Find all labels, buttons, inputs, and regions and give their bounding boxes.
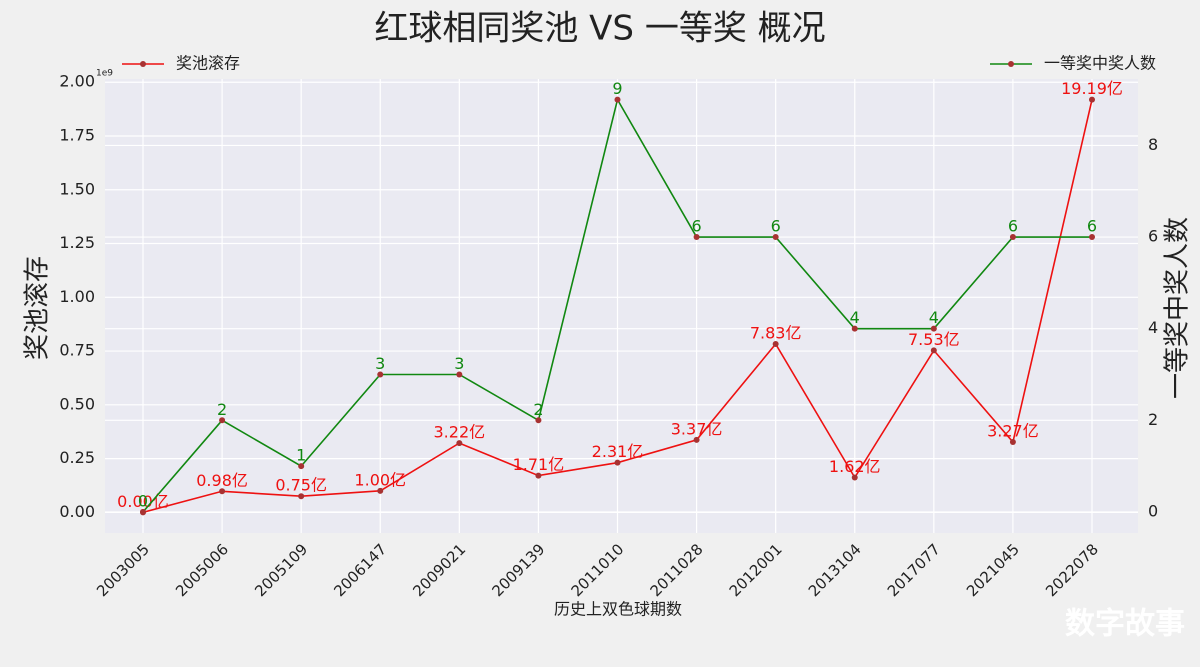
y2-tick-label: 0: [1148, 501, 1158, 520]
x-tick-label: 2013104: [805, 540, 865, 600]
y-tick-label: 0.00: [59, 502, 95, 521]
y2-axis-label: 一等奖中奖人数: [1163, 217, 1193, 399]
data-point: [851, 474, 858, 481]
y-tick-label: 0.50: [59, 394, 95, 413]
y-tick-label: 0.25: [59, 448, 95, 467]
data-point: [1089, 96, 1095, 103]
data-point: [219, 488, 226, 495]
data-label: 1.71亿: [513, 455, 565, 474]
data-point: [377, 487, 384, 494]
y-axis-label: 奖池滚存: [23, 256, 53, 360]
data-label: 6: [1087, 217, 1097, 236]
axis-offset: 1e9: [96, 69, 113, 79]
data-label: 4: [929, 308, 939, 327]
data-point: [298, 493, 305, 500]
data-label: 2: [217, 400, 227, 419]
y-tick-label: 1.50: [59, 179, 95, 198]
chart-title: 红球相同奖池 VS 一等奖 概况: [374, 9, 825, 49]
y-tick-label: 0.75: [59, 341, 95, 360]
data-label: 7.83亿: [750, 323, 802, 342]
data-label: 3: [454, 354, 464, 373]
data-point: [772, 340, 779, 347]
data-point: [693, 436, 700, 443]
x-tick-label: 2003005: [93, 540, 153, 600]
data-point: [693, 234, 700, 241]
data-point: [140, 508, 146, 515]
x-tick-label: 2021045: [963, 540, 1023, 600]
x-tick-label: 2012001: [726, 540, 786, 600]
y-tick-label: 1.00: [59, 287, 95, 306]
data-point: [930, 347, 937, 354]
data-point: [1009, 234, 1016, 241]
data-point: [1089, 234, 1095, 241]
data-point: [535, 417, 542, 424]
watermark: 数字故事: [1065, 607, 1185, 642]
data-label: 6: [771, 217, 781, 236]
data-label: 4: [850, 308, 860, 327]
data-point: [614, 459, 621, 466]
y-tick-label: 1.75: [59, 125, 95, 144]
x-tick-label: 2005006: [172, 540, 232, 600]
legend-label: 奖池滚存: [176, 54, 240, 73]
data-label: 6: [1008, 217, 1018, 236]
data-label: 2: [533, 400, 543, 419]
data-label: 3.27亿: [987, 422, 1039, 441]
x-tick-label: 2006147: [330, 540, 390, 600]
data-point: [456, 371, 463, 378]
data-label: 3.37亿: [671, 419, 723, 438]
data-point: [377, 371, 384, 378]
data-label: 6: [691, 217, 701, 236]
data-label: 1.62亿: [829, 457, 881, 476]
x-tick-label: 2022078: [1042, 540, 1102, 600]
data-label: 3.22亿: [434, 423, 486, 442]
y-tick-label: 2.00: [59, 72, 95, 91]
x-tick-label: 2005109: [251, 540, 311, 600]
data-label: 0.75亿: [275, 476, 327, 495]
data-point: [456, 440, 463, 447]
y2-tick-label: 2: [1148, 410, 1158, 429]
x-axis-label: 历史上双色球期数: [554, 600, 682, 619]
data-label: 19.19亿: [1061, 79, 1123, 98]
data-point: [930, 325, 937, 332]
y2-tick-label: 4: [1148, 318, 1158, 337]
legend-marker: [140, 61, 146, 67]
data-point: [298, 463, 305, 470]
data-label: 7.53亿: [908, 330, 960, 349]
data-label: 9: [612, 79, 622, 98]
data-point: [772, 234, 779, 241]
x-tick-label: 2011010: [568, 540, 628, 600]
plot-area: [105, 79, 1138, 533]
y-tick-label: 1.25: [59, 233, 95, 252]
data-point: [219, 417, 226, 424]
data-point: [535, 472, 542, 479]
x-tick-label: 2009139: [488, 540, 548, 600]
x-tick-label: 2017077: [884, 540, 944, 600]
data-point: [851, 325, 858, 332]
data-label: 1: [296, 446, 306, 465]
data-label: 3: [375, 354, 385, 373]
data-label: 1.00亿: [354, 470, 406, 489]
data-label: 0: [138, 491, 148, 510]
data-label: 2.31亿: [592, 442, 644, 461]
x-tick-label: 2011028: [647, 540, 707, 600]
x-tick-label: 2009021: [409, 540, 469, 600]
legend-marker: [1008, 61, 1014, 67]
y2-tick-label: 8: [1148, 135, 1158, 154]
data-label: 0.98亿: [196, 471, 248, 490]
legend-label: 一等奖中奖人数: [1044, 54, 1156, 73]
data-point: [614, 96, 621, 103]
y2-tick-label: 6: [1148, 227, 1158, 246]
data-point: [1009, 439, 1016, 446]
